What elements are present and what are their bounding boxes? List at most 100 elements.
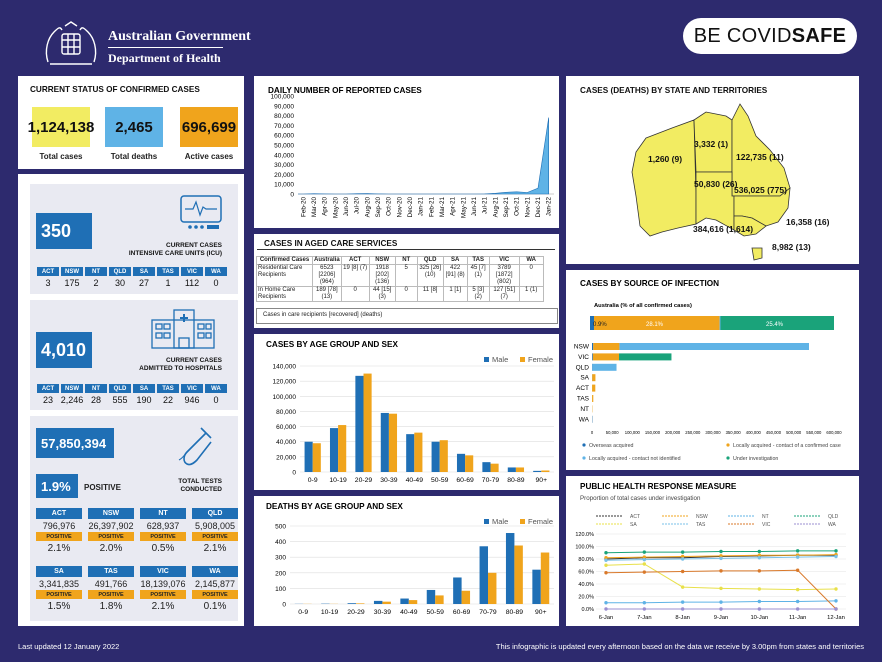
- legend-label: Female: [528, 355, 553, 364]
- x-tick-label: 250,000: [685, 430, 701, 435]
- org-name: Australian Government: [108, 29, 251, 44]
- aged-care-header: Confirmed Cases: [256, 256, 313, 265]
- icu-state-nt: NT: [85, 267, 107, 276]
- legend-dot: [726, 456, 730, 460]
- x-tick-label: Feb-21: [428, 197, 435, 217]
- aged-care-header: Australia: [312, 256, 342, 265]
- series-point: [719, 569, 723, 573]
- state-segment: [619, 343, 809, 350]
- x-tick-label: 90+: [536, 477, 548, 484]
- hospital-state-nsw: NSW: [61, 384, 83, 393]
- australia-segment: [719, 316, 721, 330]
- icu-value-wa: 0: [213, 278, 219, 288]
- bar-male: [532, 569, 541, 604]
- daily-cases-title: DAILY NUMBER OF REPORTED CASES: [268, 86, 422, 95]
- y-tick-label: 40,000: [274, 152, 294, 159]
- x-tick-label: May-21: [460, 197, 467, 218]
- vic-region: [733, 215, 767, 237]
- hospital-value-wa: 0: [213, 395, 219, 405]
- state-map-title: CASES (DEATHS) BY STATE AND TERRITORIES: [580, 86, 768, 95]
- icu-state-nsw: NSW: [61, 267, 83, 276]
- map-label-wa: 1,260 (9): [648, 154, 682, 164]
- series-point: [834, 607, 838, 611]
- australia-map: 1,260 (9) 3,332 (1) 122,735 (11) 50,830 …: [631, 103, 830, 261]
- icu-value-act: 3: [45, 278, 51, 288]
- bar-female: [356, 603, 365, 604]
- bar-male: [329, 428, 339, 472]
- series-point: [795, 555, 800, 559]
- legend-label: Female: [528, 517, 553, 526]
- state-label: ACT: [576, 385, 589, 392]
- bar-male: [400, 598, 409, 604]
- state-label: QLD: [576, 364, 590, 371]
- series-point: [642, 555, 647, 559]
- legend-label: TAS: [696, 522, 706, 528]
- x-tick-label: 550,000: [806, 430, 822, 435]
- x-tick-label: Apr-21: [450, 197, 457, 216]
- x-tick-label: 30-39: [374, 609, 392, 616]
- aged-care-cell: 189 [78] (13): [312, 286, 342, 302]
- icu-state-qld: QLD: [109, 267, 131, 276]
- aged-care-table: Confirmed Cases Australia ACT NSW NT QLD SA TAS…: [256, 256, 544, 302]
- aged-care-cell: 6523 [2206] (964): [312, 264, 342, 287]
- series-point: [719, 556, 723, 561]
- test-count: 18,139,076: [140, 578, 186, 589]
- state-segment: [592, 374, 596, 382]
- x-tick-label: 12-Jan: [827, 615, 845, 621]
- aged-care-header: NSW: [368, 256, 396, 265]
- x-tick-label: 6-Jan: [599, 615, 614, 621]
- series-point: [680, 569, 685, 574]
- series-point: [680, 550, 685, 554]
- aged-care-cell: 127 [51] (7): [488, 286, 520, 302]
- bar-female: [435, 595, 444, 604]
- bar-female: [408, 600, 418, 604]
- state-segment: [592, 363, 617, 371]
- x-tick-label: 150,000: [645, 430, 661, 435]
- tas-region: [751, 247, 763, 261]
- icu-monitor-icon: [180, 195, 222, 229]
- bar-female: [540, 552, 550, 604]
- y-tick-label: 90,000: [274, 103, 294, 110]
- covidsafe-logo: BE COVID SAFE: [683, 18, 857, 54]
- series-point: [642, 562, 647, 566]
- test-count: 796,976: [42, 520, 76, 531]
- positive-rate: 2.1%: [47, 542, 71, 554]
- daily-cases-panel: [254, 76, 559, 228]
- aged-care-header: SA: [442, 256, 468, 265]
- test-state-label: TAS: [88, 566, 134, 577]
- x-tick-label: Jun-21: [471, 197, 478, 217]
- legend-label: NSW: [696, 514, 708, 520]
- aged-care-cell: 0: [394, 286, 418, 302]
- coat-of-arms-icon: [45, 21, 97, 65]
- aged-care-cell: 0: [340, 286, 370, 302]
- aged-care-cell: In Home Care Recipients: [256, 286, 313, 302]
- aged-care-cell: 1 [1]: [442, 286, 468, 302]
- x-tick-label: Nov-20: [396, 197, 403, 218]
- chart-title: DEATHS BY AGE GROUP AND SEX: [266, 502, 403, 511]
- test-state-label: ACT: [36, 508, 82, 519]
- hospital-state-values: 23 2,246 28 555 190 22 946 0: [37, 395, 227, 405]
- legend-label: Male: [492, 517, 508, 526]
- aged-care-cell: 5 [3] (2): [466, 286, 490, 302]
- segment-label: 28.1%: [646, 322, 664, 328]
- series-point: [719, 554, 723, 558]
- positive-rate: 2.1%: [203, 542, 227, 554]
- x-tick-label: 500,000: [786, 430, 802, 435]
- series-point: [757, 549, 762, 554]
- series-point: [719, 586, 723, 591]
- aged-care-cell: 3789 [1872] (802): [488, 264, 520, 287]
- y-tick-label: 200: [275, 570, 286, 577]
- test-state-label: QLD: [192, 508, 238, 519]
- hospital-state-wa: WA: [205, 384, 227, 393]
- icu-value-nsw: 175: [64, 278, 80, 288]
- series-point: [642, 570, 647, 574]
- x-tick-label: 80-89: [506, 609, 524, 616]
- source-subtitle: Australia (% of all confirmed cases): [594, 303, 692, 309]
- y-tick-label: 0: [282, 602, 286, 609]
- bar-male: [347, 603, 356, 604]
- bar-male: [373, 600, 383, 604]
- x-tick-label: Oct-20: [386, 197, 393, 216]
- test-card-vic: VIC 18,139,076 POSITIVE 2.1%: [140, 566, 186, 613]
- series-point: [680, 607, 685, 611]
- test-card-tas: TAS 491,766 POSITIVE 1.8%: [88, 566, 134, 613]
